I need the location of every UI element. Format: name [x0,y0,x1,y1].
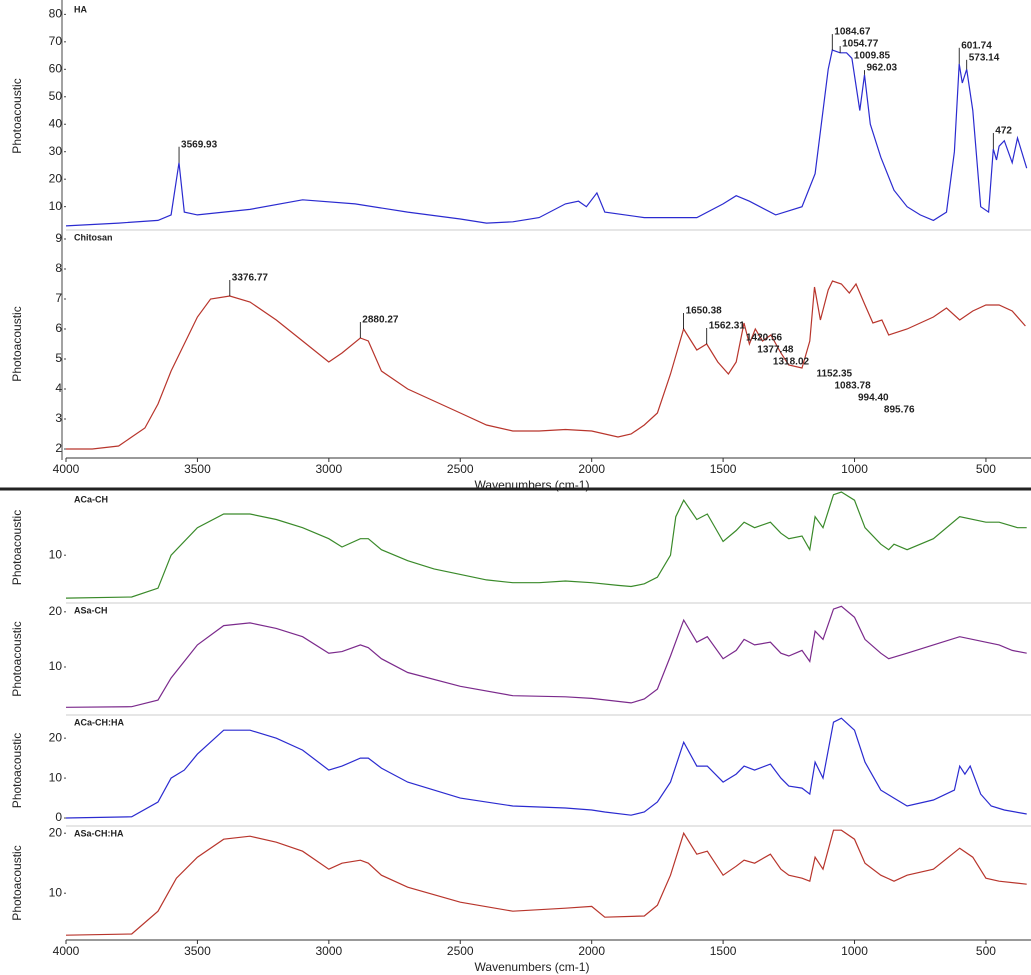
peak-label: 1420.56 [746,333,783,344]
peak-label: 895.76 [884,405,915,416]
panel-title: ASa-CH:HA [74,828,124,838]
peak-label: 2880.27 [362,315,399,326]
peak-label: 3376.77 [232,273,269,284]
x-tick-label: 1500 [710,462,737,476]
x-tick-label: 500 [976,462,996,476]
x-axis-label: Wavenumbers (cm-1) [475,960,590,974]
y-tick-label: 20 [49,825,63,839]
y-tick-label: 0 [55,810,62,824]
spectrum-line [65,49,1028,227]
spectrum-line [65,717,1027,819]
peak-label: 1562.31 [709,321,746,332]
y-tick-label: 40 [49,116,63,130]
spectrum-line [65,605,1027,708]
y-tick-label: 10 [49,547,63,561]
peak-label: 1009.85 [854,51,891,62]
x-tick-label: 3000 [315,944,342,958]
x-tick-label: 3500 [184,462,211,476]
x-tick-label: 1000 [841,462,868,476]
x-tick-label: 2000 [578,944,605,958]
spectrum-line [65,491,1027,599]
peak-label: 1650.38 [686,306,723,317]
y-tick-label: 5 [55,351,62,365]
peak-label: 1054.77 [842,39,879,50]
peak-label: 1152.35 [816,369,852,380]
y-axis-label: Photoacoustic [10,621,24,696]
y-tick-label: 9 [55,231,62,245]
y-tick-label: 20 [49,604,63,618]
y-tick-label: 6 [55,321,62,335]
spectrum-line [66,280,1026,450]
y-axis-label: Photoacoustic [10,845,24,920]
y-tick-label: 20 [49,730,63,744]
y-tick-label: 60 [49,61,63,75]
y-tick-label: 3 [55,411,62,425]
y-tick-label: 20 [49,171,63,185]
x-tick-label: 2500 [447,944,474,958]
y-tick-label: 80 [49,7,63,21]
x-tick-label: 3000 [315,462,342,476]
y-tick-label: 4 [55,381,62,395]
peak-label: 573.14 [969,52,1000,63]
y-tick-label: 50 [49,89,63,103]
y-tick-label: 10 [49,770,63,784]
panel-title: ASa-CH [74,605,108,615]
y-axis-label: Photoacoustic [10,510,24,585]
x-tick-label: 500 [976,944,996,958]
y-axis-label: Photoacoustic [10,733,24,808]
peak-label: 1084.67 [834,27,871,38]
x-axis-label: Wavenumbers (cm-1) [475,478,590,492]
x-tick-label: 4000 [53,462,80,476]
x-tick-label: 4000 [53,944,80,958]
y-tick-label: 30 [49,144,63,158]
peak-label: 962.03 [867,63,898,74]
peak-label: 1318.02 [773,357,810,368]
panel-title: Chitosan [74,232,113,242]
peak-label: 601.74 [961,40,992,51]
y-tick-label: 10 [49,659,63,673]
x-tick-label: 3500 [184,944,211,958]
panel-title: ACa-CH:HA [74,717,124,727]
x-tick-label: 2000 [578,462,605,476]
y-tick-label: 10 [49,885,63,899]
peak-label: 1377.48 [757,345,794,356]
spectrum-line [65,829,1027,936]
x-tick-label: 1500 [710,944,737,958]
peak-label: 1083.78 [835,381,872,392]
peak-label: 994.40 [858,393,889,404]
panel-title: HA [74,4,87,14]
panel-title: ACa-CH [74,494,108,504]
y-axis-label: Photoacoustic [10,78,24,153]
y-tick-label: 8 [55,261,62,275]
y-tick-label: 70 [49,34,63,48]
y-tick-label: 2 [55,441,62,455]
y-tick-label: 7 [55,291,62,305]
x-tick-label: 1000 [841,944,868,958]
y-axis-label: Photoacoustic [10,306,24,381]
peak-label: 3569.93 [181,139,218,150]
y-tick-label: 10 [49,199,63,213]
peak-label: 472 [995,126,1012,137]
x-tick-label: 2500 [447,462,474,476]
